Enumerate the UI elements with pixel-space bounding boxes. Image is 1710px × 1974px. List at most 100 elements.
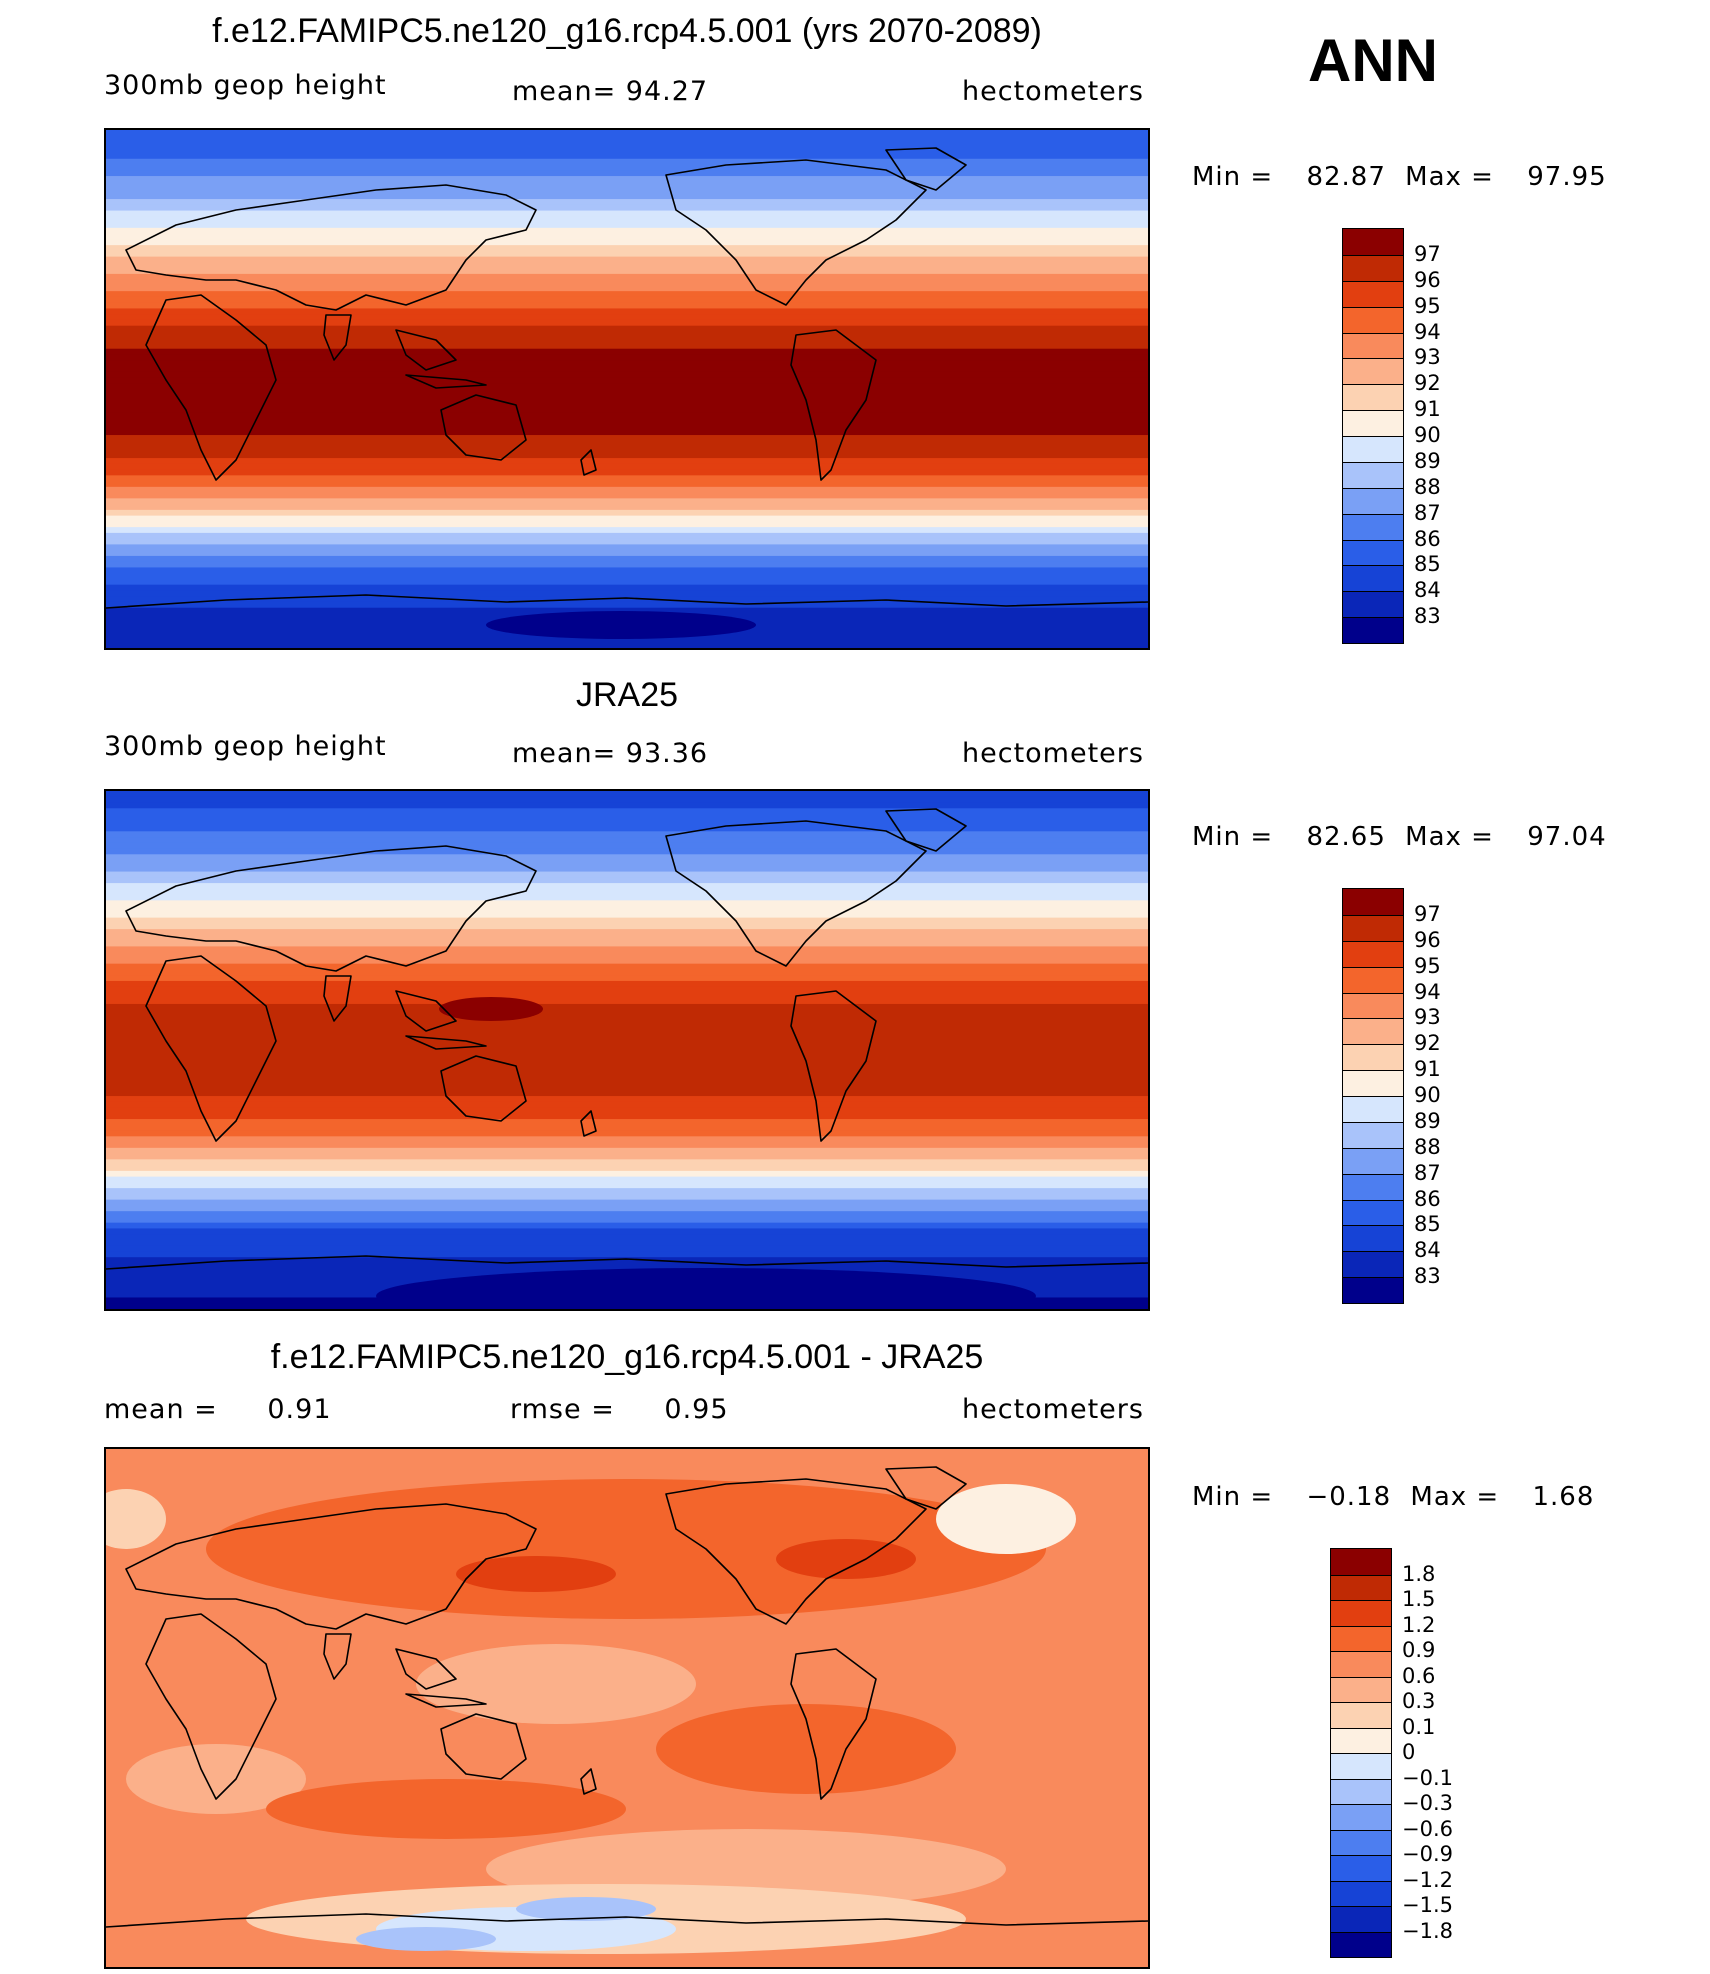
colorbar-tick-label: 92 [1414,1031,1441,1056]
panel-model-map [104,128,1150,650]
colorbar-swatch [1343,889,1403,915]
colorbar-swatch [1343,513,1403,540]
contour-band [106,596,1148,603]
colorbar-tick-label: 1.5 [1402,1587,1436,1611]
colorbar-tick-label: 84 [1414,1238,1441,1263]
coastline [665,159,927,306]
contour-band [106,527,1148,534]
contour-band [106,1038,1148,1046]
panel-diff-title: f.e12.FAMIPC5.ne120_g16.rcp4.5.001 - JRA… [270,1338,984,1376]
coastline [145,1613,277,1800]
contour-band [106,250,1148,258]
colorbar-tick-label: 0.3 [1402,1689,1436,1713]
colorbar-swatch [1331,1855,1391,1881]
panel-diff-mean-value: 0.91 [267,1394,332,1425]
coastline [580,1110,597,1137]
contour-band [106,440,1148,448]
colorbar-tick-label: −1.8 [1402,1918,1453,1943]
colorbar-tick-label: 95 [1414,293,1441,318]
contour-band [106,544,1148,552]
colorbar-tick-label: 92 [1414,371,1441,396]
contour-band [106,486,1148,494]
contour-band [106,1050,1148,1057]
colorbar-tick-label: 93 [1414,345,1441,370]
contour-band [106,233,1148,241]
contour-band [106,814,1148,821]
contour-band [106,1003,1148,1011]
coastline [885,1466,967,1510]
contour-band [106,888,1148,896]
coastline [440,394,527,461]
panel-diff-min-label: Min = [1192,1482,1274,1512]
colorbar-tick-label: 83 [1414,1264,1441,1289]
contour-band [106,1096,1148,1103]
contour-band [106,135,1148,143]
panel-model-max-value: 97.95 [1527,162,1607,192]
colorbar-swatch [1343,914,1403,941]
panel-model-mean-label: mean= 94.27 [512,76,709,107]
colorbar-swatch [1343,436,1403,462]
coastline [405,374,487,389]
contour-band [106,1073,1148,1080]
contour-band [106,1257,1148,1264]
colorbar-swatch [1343,1018,1403,1045]
contour-band [106,963,1148,971]
contour-band [106,1222,1148,1230]
contour-band [106,153,1148,160]
coastline [395,1648,457,1690]
contour-patch [456,1556,616,1592]
contour-band [106,1021,1148,1028]
contour-band [106,429,1148,437]
contour-band [106,498,1148,506]
coastline [440,1055,527,1122]
colorbar-tick-label: 86 [1414,1186,1441,1211]
contour-band [106,819,1148,827]
colorbar-tick-label: 96 [1414,927,1441,952]
colorbar-tick-label: 86 [1414,526,1441,551]
coastline [885,808,967,852]
colorbar-tick-label: 88 [1414,474,1441,499]
contour-band [106,1147,1148,1155]
contour-band [106,601,1148,609]
contour-patch [416,1644,696,1724]
colorbar-tick-label: 96 [1414,267,1441,292]
contour-band [106,831,1148,839]
contour-band [106,342,1148,350]
contour-band [106,285,1148,293]
colorbar-swatch [1343,1096,1403,1122]
colorbar-swatch [1343,992,1403,1019]
colorbar-tick-label: 85 [1414,552,1441,577]
contour-band [106,642,1148,648]
contour-band [106,412,1148,419]
contour-band [106,877,1148,885]
contour-band [106,802,1148,810]
colorbar-swatch [1343,565,1403,592]
colorbar-tick-label: 91 [1414,397,1441,422]
contour-band [106,584,1148,592]
contour-band [106,555,1148,563]
contour-band [106,337,1148,344]
colorbar-swatch [1343,384,1403,411]
contour-band [106,377,1148,385]
panel-model-minmax: Min = 82.87 Max = 97.95 [1192,162,1607,192]
contour-band [106,435,1148,442]
contour-band [106,957,1148,965]
panel-obs-variable-label: 300mb geop height [104,731,387,762]
colorbar-swatch [1331,1676,1391,1702]
contour-band [106,164,1148,172]
colorbar-tick-label: −0.6 [1402,1816,1453,1841]
panel-model-min-label: Min = [1192,162,1274,192]
contour-band [106,1142,1148,1149]
colorbar-swatch [1331,1574,1391,1600]
contour-band [106,319,1148,327]
contour-band [106,1211,1148,1218]
contour-band [106,906,1148,913]
coastline [790,329,877,481]
colorbar-tick-label: 89 [1414,448,1441,473]
panel-model-variable-label: 300mb geop height [104,70,387,101]
contour-band [106,268,1148,275]
contour-band [106,871,1148,879]
contour-band [106,371,1148,379]
colorbar-swatch [1343,1199,1403,1226]
contour-band [106,354,1148,362]
